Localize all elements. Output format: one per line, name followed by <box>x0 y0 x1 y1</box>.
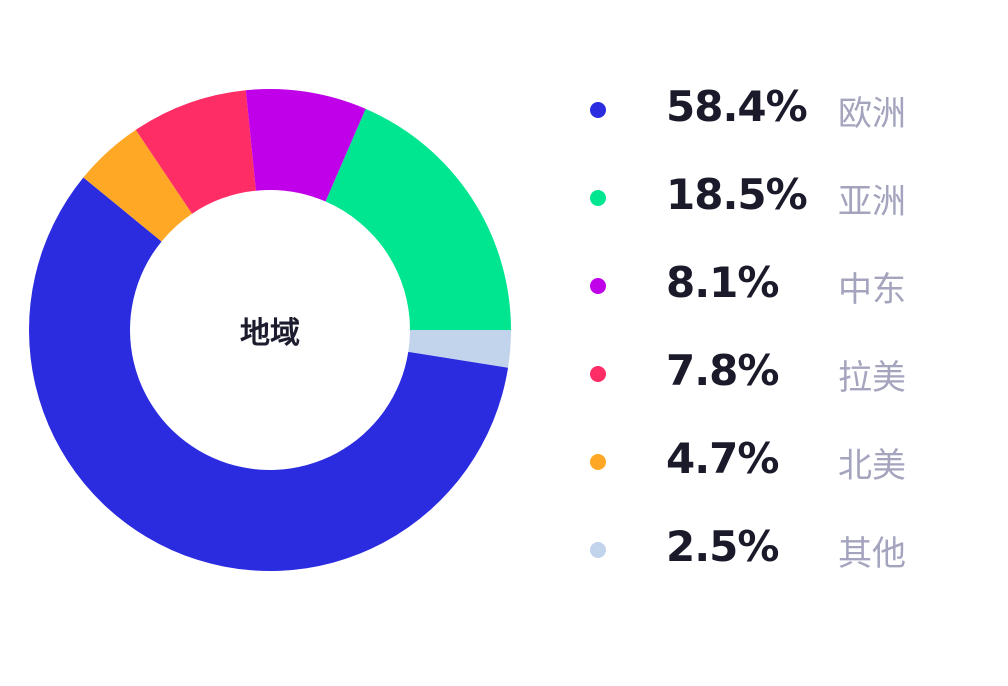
legend-dot-icon <box>590 102 606 118</box>
donut-slice-中东 <box>245 89 366 202</box>
legend-dot-icon <box>590 542 606 558</box>
legend-percentage: 7.8% <box>666 346 779 395</box>
donut-slice-亚洲 <box>325 108 511 330</box>
legend-region-name: 中东 <box>838 270 906 310</box>
donut-slice-其他 <box>408 330 511 368</box>
donut-chart <box>29 89 511 571</box>
legend-region-name: 亚洲 <box>838 182 906 222</box>
legend-region-name: 拉美 <box>838 358 906 398</box>
legend-dot-icon <box>590 366 606 382</box>
legend-dot-icon <box>590 278 606 294</box>
legend-item: 4.7% 北美 <box>580 416 980 504</box>
legend-item: 18.5% 亚洲 <box>580 152 980 240</box>
legend-percentage: 58.4% <box>666 82 808 131</box>
donut-slice-拉美 <box>135 90 256 214</box>
legend-region-name: 其他 <box>838 534 906 574</box>
donut-slice-北美 <box>83 129 193 242</box>
legend-item: 2.5% 其他 <box>580 504 980 592</box>
donut-slice-欧洲 <box>29 177 509 571</box>
legend-region-name: 欧洲 <box>838 94 906 134</box>
legend-percentage: 4.7% <box>666 434 779 483</box>
legend-item: 58.4% 欧洲 <box>580 64 980 152</box>
legend: 58.4% 欧洲 18.5% 亚洲 8.1% 中东 7.8% 拉美 4.7% 北美 2.5% 其他 <box>580 64 980 592</box>
legend-dot-icon <box>590 454 606 470</box>
legend-dot-icon <box>590 190 606 206</box>
legend-percentage: 2.5% <box>666 522 779 571</box>
legend-percentage: 8.1% <box>666 258 779 307</box>
legend-region-name: 北美 <box>838 446 906 486</box>
legend-item: 7.8% 拉美 <box>580 328 980 416</box>
donut-center-label: 地域 <box>240 316 300 351</box>
legend-item: 8.1% 中东 <box>580 240 980 328</box>
legend-percentage: 18.5% <box>666 170 808 219</box>
